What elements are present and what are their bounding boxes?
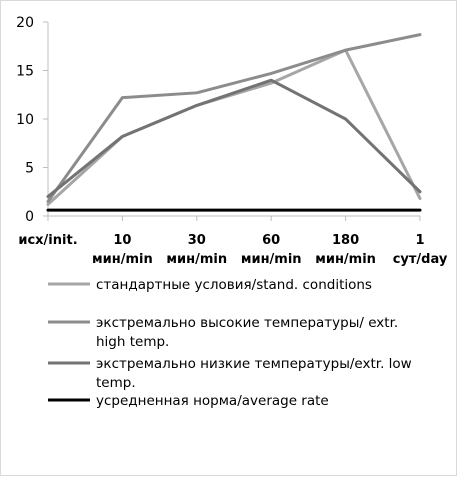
- series-0-point-0: [47, 203, 50, 206]
- legend-label-line: экстремально низкие температуры/extr. lo…: [96, 356, 412, 372]
- series-1-point-0: [47, 200, 50, 203]
- series-1-point-5: [419, 33, 422, 36]
- series-1-point-1: [121, 96, 124, 99]
- series-3-point-2: [195, 209, 198, 212]
- x-tick-label-1: 10 мин/min: [92, 233, 153, 267]
- x-tick-label-5: 1 сут/day: [393, 233, 448, 267]
- x-tick-label-line: мин/min: [241, 252, 302, 267]
- series-2-point-2: [195, 104, 198, 107]
- x-tick-label-line: 10: [113, 233, 131, 248]
- series-2-point-3: [270, 79, 273, 82]
- y-tick-label-10: 10: [16, 112, 34, 128]
- y-tick-label-0: 0: [25, 209, 34, 225]
- legend-entry-0: стандартные условия/stand. conditions: [48, 277, 372, 293]
- x-tick-label-3: 60 мин/min: [241, 233, 302, 267]
- series-2-point-4: [344, 118, 347, 121]
- x-tick-label-line: сут/day: [393, 252, 448, 267]
- series-line-2: [46, 78, 422, 199]
- series-2-point-0: [47, 195, 50, 198]
- legend-label-2: экстремально низкие температуры/extr. lo…: [96, 356, 412, 391]
- legend-label-line: экстремально высокие температуры/ extr.: [96, 315, 398, 331]
- x-tick-label-line: мин/min: [166, 252, 227, 267]
- series-0-point-5: [419, 197, 422, 200]
- y-tick-label-20: 20: [16, 15, 34, 31]
- series-2-point-1: [121, 135, 124, 138]
- legend-label-line: усредненная норма/average rate: [96, 393, 329, 409]
- series-2-point-5: [419, 190, 422, 193]
- series-line-0: [46, 48, 422, 206]
- legend-label-line: high temp.: [96, 334, 169, 350]
- series-3-point-5: [419, 209, 422, 212]
- y-tick-label-5: 5: [25, 161, 34, 177]
- legend-label-3: усредненная норма/average rate: [96, 393, 329, 409]
- legend-entry-2: экстремально низкие температуры/extr. lo…: [48, 356, 412, 391]
- series-1-point-4: [344, 49, 347, 52]
- y-tick-label-15: 15: [16, 64, 34, 80]
- x-tick-label-line: мин/min: [92, 252, 153, 267]
- series-1-point-2: [195, 91, 198, 94]
- legend-entry-1: экстремально высокие температуры/ extr. h…: [48, 315, 398, 350]
- legend-label-line: temp.: [96, 375, 136, 391]
- x-tick-label-4: 180 мин/min: [315, 233, 376, 267]
- legend-entry-3: усредненная норма/average rate: [48, 393, 329, 409]
- legend-label-0: стандартные условия/stand. conditions: [96, 277, 372, 293]
- legend-label-line: стандартные условия/stand. conditions: [96, 277, 372, 293]
- series-3-point-3: [270, 209, 273, 212]
- x-tick-label-0: исх/init.: [18, 233, 77, 248]
- series-layer: [46, 33, 422, 212]
- x-tick-label-line: исх/init.: [18, 233, 77, 248]
- legend-label-1: экстремально высокие температуры/ extr. h…: [96, 315, 398, 350]
- series-3-point-0: [47, 209, 50, 212]
- series-1-point-3: [270, 72, 273, 75]
- series-3-point-4: [344, 209, 347, 212]
- x-tick-label-line: 60: [262, 233, 280, 248]
- x-tick-label-line: 30: [188, 233, 206, 248]
- chart-axes: 0 5 10 15 20 исх/init. 10 мин/min 30 мин/min 60 мин…: [16, 15, 448, 267]
- x-tick-label-2: 30 мин/min: [166, 233, 227, 267]
- series-3-point-1: [121, 209, 124, 212]
- x-tick-label-line: 180: [332, 233, 359, 248]
- legend: стандартные условия/stand. conditions экс…: [48, 277, 412, 409]
- x-tick-label-line: 1: [415, 233, 424, 248]
- series-line-1: [46, 33, 422, 203]
- x-tick-label-line: мин/min: [315, 252, 376, 267]
